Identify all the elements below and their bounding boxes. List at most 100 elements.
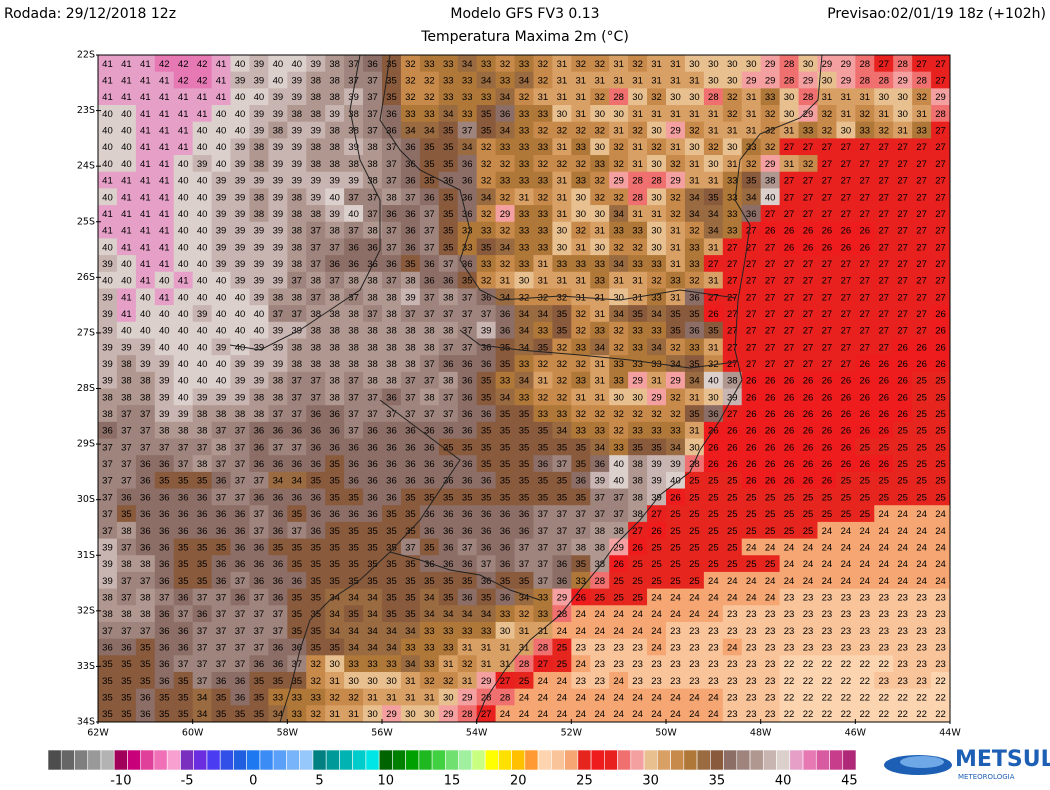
temp-cell xyxy=(419,188,440,206)
temp-cell xyxy=(173,121,194,139)
temp-cell xyxy=(628,271,648,289)
temp-label: 27 xyxy=(860,342,871,353)
temp-label: 23 xyxy=(670,659,681,670)
temp-label: 38 xyxy=(254,392,265,403)
temp-label: 41 xyxy=(140,192,151,203)
temp-label: 38 xyxy=(367,142,378,153)
temp-label: 28 xyxy=(860,59,871,70)
temp-cell xyxy=(116,338,137,356)
colorbar-swatch xyxy=(219,749,234,771)
temp-cell xyxy=(666,238,686,256)
temp-cell xyxy=(230,188,250,206)
temp-label: 27 xyxy=(841,309,852,320)
temp-label: 40 xyxy=(121,126,132,137)
temp-label: 37 xyxy=(102,526,113,537)
temp-cell xyxy=(779,288,800,306)
temp-cell xyxy=(287,55,307,73)
temp-cell xyxy=(552,288,572,306)
temp-label: 22 xyxy=(784,693,795,704)
temp-cell xyxy=(230,355,250,373)
temp-label: 23 xyxy=(897,592,908,603)
temp-label: 37 xyxy=(594,509,605,520)
temp-label: 35 xyxy=(386,609,397,620)
temp-label: 23 xyxy=(860,642,871,653)
temp-label: 33 xyxy=(424,642,435,653)
temp-label: 36 xyxy=(273,426,284,437)
temp-cell xyxy=(912,321,932,339)
temp-cell xyxy=(817,255,837,273)
temp-label: 25 xyxy=(746,559,757,570)
temp-label: 31 xyxy=(670,109,681,120)
temp-label: 36 xyxy=(159,659,170,670)
temp-label: 29 xyxy=(462,693,473,704)
temp-label: 24 xyxy=(878,542,889,553)
temp-label: 30 xyxy=(443,693,454,704)
temp-label: 22 xyxy=(822,659,833,670)
temp-label: 36 xyxy=(557,559,568,570)
temp-label: 37 xyxy=(386,242,397,253)
temp-label: 40 xyxy=(216,276,227,287)
temp-cell xyxy=(211,338,232,356)
temp-cell xyxy=(476,288,497,306)
temp-cell xyxy=(703,255,724,273)
temp-cell xyxy=(173,288,194,306)
temp-cell xyxy=(495,338,516,356)
temp-label: 33 xyxy=(576,259,587,270)
temp-cell xyxy=(874,255,894,273)
temp-cell xyxy=(798,188,818,206)
temp-cell xyxy=(703,121,724,139)
temp-cell xyxy=(855,188,875,206)
temp-label: 34 xyxy=(481,76,492,87)
temp-label: 41 xyxy=(121,59,132,70)
colorbar-swatch xyxy=(643,749,658,771)
temp-label: 36 xyxy=(538,459,549,470)
temp-label: 31 xyxy=(670,226,681,237)
temp-cell xyxy=(684,255,705,273)
temp-label: 38 xyxy=(329,126,340,137)
temp-cell xyxy=(609,121,629,139)
temp-label: 23 xyxy=(746,693,757,704)
temp-label: 31 xyxy=(576,242,587,253)
temp-cell xyxy=(647,238,667,256)
temp-label: 36 xyxy=(462,592,473,603)
temp-label: 29 xyxy=(897,76,908,87)
temp-cell xyxy=(760,238,781,256)
temp-cell xyxy=(912,238,932,256)
temp-label: 23 xyxy=(897,676,908,687)
temp-label: 24 xyxy=(576,659,587,670)
temp-label: 37 xyxy=(159,592,170,603)
temp-cell xyxy=(666,55,686,73)
temp-label: 41 xyxy=(140,276,151,287)
colorbar-swatch xyxy=(762,749,777,771)
temp-cell xyxy=(211,155,232,173)
temp-cell xyxy=(609,321,629,339)
temp-label: 25 xyxy=(803,526,814,537)
temp-label: 24 xyxy=(727,592,738,603)
temp-label: 38 xyxy=(386,192,397,203)
temp-label: 29 xyxy=(670,376,681,387)
temp-cell xyxy=(211,105,232,123)
temp-cell xyxy=(590,305,610,323)
temp-label: 39 xyxy=(235,376,246,387)
temp-cell xyxy=(211,355,232,373)
temp-cell xyxy=(836,155,856,173)
temp-label: 33 xyxy=(424,109,435,120)
temp-cell xyxy=(344,105,364,123)
temp-label: 30 xyxy=(367,676,378,687)
temp-label: 36 xyxy=(386,209,397,220)
temp-label: 25 xyxy=(935,392,946,403)
temp-label: 27 xyxy=(727,276,738,287)
temp-label: 27 xyxy=(481,709,492,720)
temp-label: 25 xyxy=(841,509,852,520)
temp-label: 27 xyxy=(916,242,927,253)
temp-cell xyxy=(590,171,610,189)
temp-label: 36 xyxy=(367,59,378,70)
temp-label: 35 xyxy=(310,559,321,570)
temp-cell xyxy=(438,305,459,323)
temp-label: 39 xyxy=(197,392,208,403)
temp-label: 40 xyxy=(178,242,189,253)
temp-label: 39 xyxy=(594,476,605,487)
temp-label: 38 xyxy=(292,292,303,303)
temp-label: 35 xyxy=(746,176,757,187)
temp-label: 35 xyxy=(178,709,189,720)
